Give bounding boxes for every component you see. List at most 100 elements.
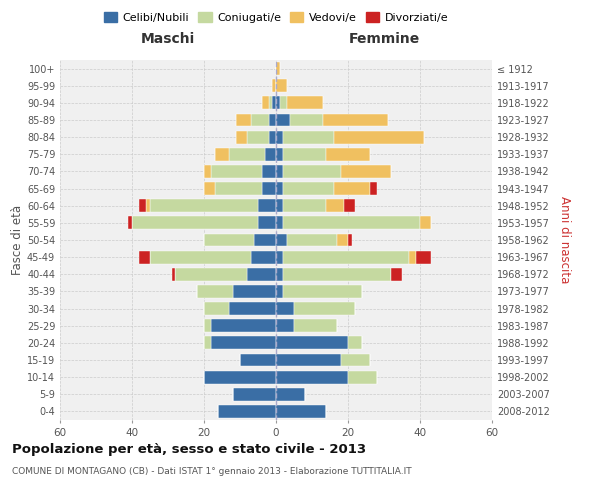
Bar <box>211 320 276 332</box>
Bar <box>348 370 377 384</box>
Bar <box>128 216 132 230</box>
Bar <box>276 405 326 418</box>
Bar <box>337 234 348 246</box>
Bar <box>341 354 370 366</box>
Bar <box>283 216 420 230</box>
Bar <box>326 148 370 160</box>
Bar <box>269 130 276 143</box>
Bar <box>146 200 150 212</box>
Bar <box>276 336 348 349</box>
Bar <box>150 250 251 264</box>
Bar <box>258 200 276 212</box>
Bar <box>276 165 283 178</box>
Bar <box>204 234 254 246</box>
Bar <box>283 285 362 298</box>
Bar <box>276 114 290 126</box>
Bar <box>276 354 341 366</box>
Bar <box>229 148 265 160</box>
Bar <box>197 285 233 298</box>
Bar <box>272 96 276 110</box>
Text: COMUNE DI MONTAGANO (CB) - Dati ISTAT 1° gennaio 2013 - Elaborazione TUTTITALIA.: COMUNE DI MONTAGANO (CB) - Dati ISTAT 1°… <box>12 468 412 476</box>
Bar <box>247 268 276 280</box>
Bar <box>211 165 262 178</box>
Bar <box>283 250 409 264</box>
Bar <box>276 96 280 110</box>
Bar <box>172 268 175 280</box>
Bar <box>341 165 391 178</box>
Text: Femmine: Femmine <box>349 32 419 46</box>
Bar <box>283 182 334 195</box>
Bar <box>344 200 355 212</box>
Bar <box>294 302 355 315</box>
Bar <box>272 80 276 92</box>
Bar <box>139 250 150 264</box>
Bar <box>283 268 391 280</box>
Bar <box>215 182 262 195</box>
Bar <box>175 268 247 280</box>
Bar <box>240 354 276 366</box>
Bar <box>276 302 294 315</box>
Bar <box>287 234 337 246</box>
Bar <box>276 388 305 400</box>
Bar <box>276 80 287 92</box>
Bar <box>204 165 211 178</box>
Bar <box>265 148 276 160</box>
Bar <box>262 96 269 110</box>
Legend: Celibi/Nubili, Coniugati/e, Vedovi/e, Divorziati/e: Celibi/Nubili, Coniugati/e, Vedovi/e, Di… <box>100 8 452 28</box>
Bar <box>287 96 323 110</box>
Bar <box>262 182 276 195</box>
Bar <box>215 148 229 160</box>
Bar <box>334 182 370 195</box>
Bar <box>276 200 283 212</box>
Bar <box>247 130 269 143</box>
Bar <box>229 302 276 315</box>
Bar <box>283 130 334 143</box>
Bar <box>290 114 323 126</box>
Bar <box>420 216 431 230</box>
Y-axis label: Anni di nascita: Anni di nascita <box>558 196 571 284</box>
Bar <box>251 250 276 264</box>
Bar <box>211 336 276 349</box>
Bar <box>283 200 326 212</box>
Bar <box>276 148 283 160</box>
Text: Maschi: Maschi <box>141 32 195 46</box>
Bar <box>416 250 431 264</box>
Bar <box>348 234 352 246</box>
Bar <box>326 200 344 212</box>
Bar <box>204 336 211 349</box>
Bar <box>254 234 276 246</box>
Bar <box>251 114 269 126</box>
Bar <box>218 405 276 418</box>
Bar <box>276 234 287 246</box>
Bar <box>132 216 258 230</box>
Bar <box>276 182 283 195</box>
Text: Popolazione per età, sesso e stato civile - 2013: Popolazione per età, sesso e stato civil… <box>12 442 366 456</box>
Bar <box>233 285 276 298</box>
Bar <box>283 148 326 160</box>
Bar <box>280 96 287 110</box>
Bar <box>236 114 251 126</box>
Bar <box>276 130 283 143</box>
Bar <box>276 320 294 332</box>
Bar <box>276 216 283 230</box>
Bar <box>276 268 283 280</box>
Bar <box>334 130 424 143</box>
Bar <box>276 370 348 384</box>
Bar <box>283 165 341 178</box>
Bar <box>269 96 272 110</box>
Y-axis label: Fasce di età: Fasce di età <box>11 205 24 275</box>
Bar <box>276 250 283 264</box>
Bar <box>139 200 146 212</box>
Bar <box>204 182 215 195</box>
Bar <box>409 250 416 264</box>
Bar <box>204 302 229 315</box>
Bar <box>370 182 377 195</box>
Bar <box>204 370 276 384</box>
Bar <box>348 336 362 349</box>
Bar <box>204 320 211 332</box>
Bar <box>276 285 283 298</box>
Bar <box>294 320 337 332</box>
Bar <box>262 165 276 178</box>
Bar <box>150 200 258 212</box>
Bar <box>276 62 280 75</box>
